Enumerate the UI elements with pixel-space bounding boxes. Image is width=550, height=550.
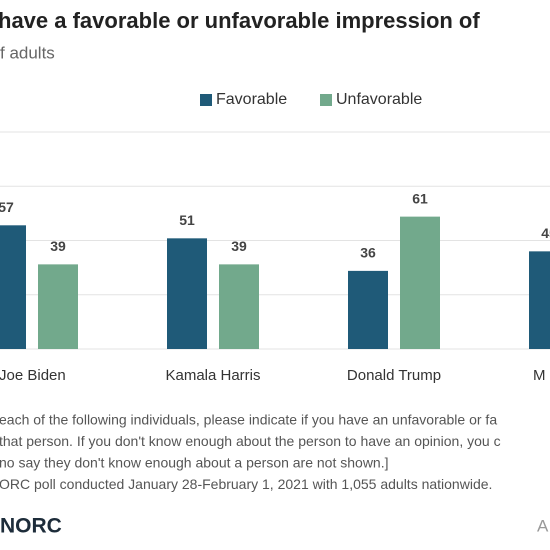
- note: no say they don't know enough about a pe…: [0, 455, 389, 471]
- legend-swatch: [320, 94, 332, 106]
- logo: NORC: [0, 515, 62, 538]
- chart-title: have a favorable or unfavorable impressi…: [0, 8, 480, 33]
- corner-mark: A: [537, 516, 549, 535]
- bar: [348, 270, 388, 349]
- bar: [400, 216, 440, 349]
- x-tick-label: Kamala Harris: [165, 367, 260, 384]
- note: that person. If you don't know enough ab…: [0, 433, 501, 449]
- value-label: 61: [412, 190, 428, 206]
- value-label: 39: [50, 238, 66, 254]
- bar: [167, 238, 207, 349]
- value-label: 51: [179, 212, 195, 228]
- bar: [219, 264, 259, 349]
- chart-subtitle: f adults: [0, 43, 55, 62]
- bar: [38, 264, 78, 349]
- x-tick-label: Donald Trump: [347, 367, 441, 384]
- legend-label: Unfavorable: [336, 91, 422, 108]
- note: ORC poll conducted January 28-February 1…: [0, 476, 492, 492]
- legend-swatch: [200, 94, 212, 106]
- x-tick-label: M: [533, 367, 546, 384]
- value-label: 36: [360, 245, 376, 261]
- x-tick-label: Joe Biden: [0, 367, 66, 384]
- bar: [529, 251, 550, 349]
- note: each of the following individuals, pleas…: [0, 412, 497, 428]
- value-label: 45: [541, 225, 550, 241]
- value-label: 57: [0, 199, 14, 215]
- value-label: 39: [231, 238, 247, 254]
- bar: [0, 225, 26, 349]
- legend-label: Favorable: [216, 91, 287, 108]
